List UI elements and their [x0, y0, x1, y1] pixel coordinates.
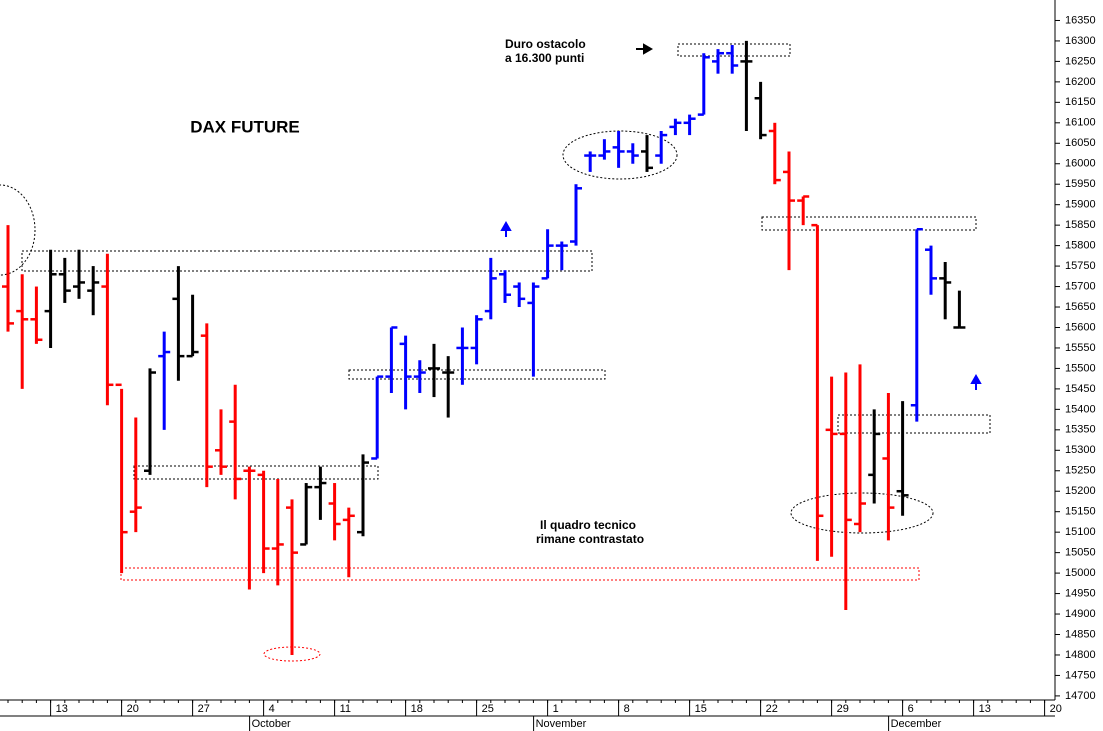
y-tick-label: 15350	[1065, 424, 1096, 436]
y-tick-label: 15200	[1065, 485, 1096, 497]
arrow	[970, 373, 982, 390]
y-tick-label: 16050	[1065, 137, 1096, 149]
annotation: rimane contrastato	[536, 532, 644, 546]
x-tick-label: 11	[340, 703, 351, 715]
zones	[0, 43, 991, 662]
y-tick-label: 16250	[1065, 55, 1096, 67]
ellipse	[0, 184, 36, 276]
y-tick-label: 15450	[1065, 383, 1096, 395]
x-tick-label: 20	[1050, 703, 1062, 715]
y-tick-label: 14700	[1065, 690, 1096, 702]
x-tick-label: 1	[553, 703, 559, 715]
annotation: a 16.300 punti	[505, 51, 584, 65]
x-tick-label: 6	[908, 703, 914, 715]
y-tick-label: 15600	[1065, 321, 1096, 333]
zone	[348, 369, 606, 380]
zone	[837, 414, 991, 434]
y-tick-label: 15900	[1065, 199, 1096, 211]
y-tick-label: 16200	[1065, 76, 1096, 88]
y-tick-label: 14900	[1065, 608, 1096, 620]
x-tick-label: 20	[127, 703, 139, 715]
chart-title: DAX FUTURE	[190, 117, 300, 136]
month-label: November	[536, 718, 587, 730]
arrow	[636, 43, 654, 55]
ellipse	[790, 492, 934, 534]
y-tick-label: 14850	[1065, 628, 1096, 640]
y-tick-label: 15550	[1065, 342, 1096, 354]
y-tick-label: 15750	[1065, 260, 1096, 272]
y-tick-label: 15950	[1065, 178, 1096, 190]
annotation: Duro ostacolo	[505, 37, 586, 51]
x-tick-label: 13	[56, 703, 68, 715]
y-tick-label: 15850	[1065, 219, 1096, 231]
y-tick-label: 15400	[1065, 403, 1096, 415]
y-tick-label: 14750	[1065, 669, 1096, 681]
x-tick-label: 25	[482, 703, 494, 715]
y-tick-label: 16100	[1065, 117, 1096, 129]
y-tick-label: 16350	[1065, 14, 1096, 26]
x-tick-label: 18	[411, 703, 423, 715]
y-tick-label: 15500	[1065, 362, 1096, 374]
ellipse	[562, 130, 678, 180]
y-tick-label: 14800	[1065, 649, 1096, 661]
arrow	[500, 220, 512, 237]
x-tick-label: 13	[979, 703, 991, 715]
zone	[21, 250, 593, 272]
zone	[761, 216, 977, 231]
y-tick-label: 16300	[1065, 35, 1096, 47]
x-tick-label: 27	[198, 703, 210, 715]
zone	[120, 567, 920, 581]
annotation: Il quadro tecnico	[540, 518, 636, 532]
y-tick-label: 14950	[1065, 587, 1096, 599]
x-tick-label: 29	[837, 703, 849, 715]
y-tick-label: 15300	[1065, 444, 1096, 456]
y-tick-label: 15250	[1065, 465, 1096, 477]
y-tick-label: 16150	[1065, 96, 1096, 108]
x-tick-label: 8	[624, 703, 630, 715]
y-tick-label: 15650	[1065, 301, 1096, 313]
x-tick-label: 22	[766, 703, 778, 715]
y-tick-label: 15000	[1065, 567, 1096, 579]
month-label: October	[252, 718, 291, 730]
zone	[677, 43, 791, 57]
y-tick-label: 15800	[1065, 240, 1096, 252]
zone	[133, 465, 379, 480]
y-tick-label: 16000	[1065, 158, 1096, 170]
x-tick-label: 15	[695, 703, 707, 715]
x-tick-label: 4	[269, 703, 275, 715]
y-tick-label: 15700	[1065, 280, 1096, 292]
month-label: December	[891, 718, 942, 730]
y-tick-label: 15050	[1065, 547, 1096, 559]
y-tick-label: 15150	[1065, 506, 1096, 518]
y-tick-label: 15100	[1065, 526, 1096, 538]
